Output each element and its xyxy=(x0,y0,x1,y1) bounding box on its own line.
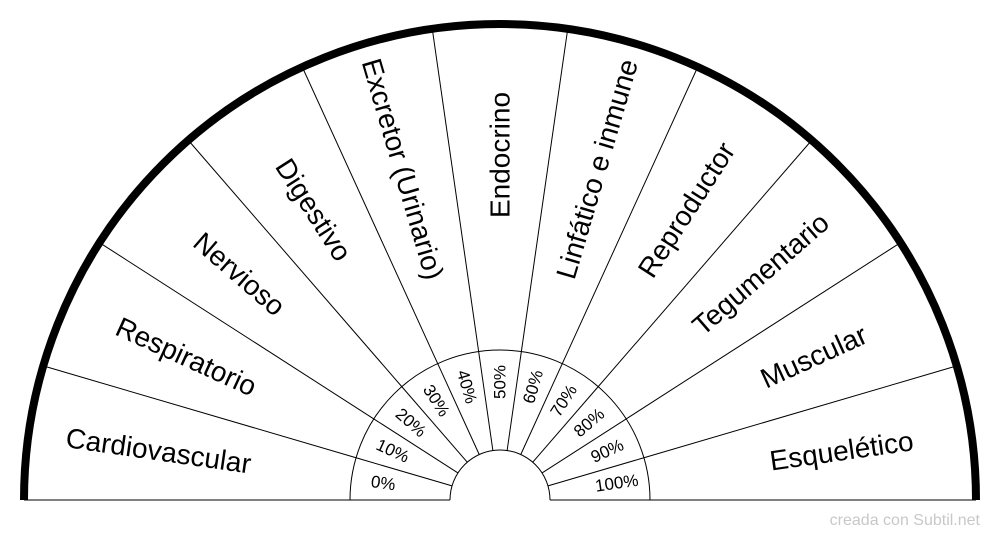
sector-divider xyxy=(625,242,901,420)
sector-label: Linfático e inmune xyxy=(550,56,644,283)
percent-divider xyxy=(478,351,494,451)
sector-label: Esquelético xyxy=(768,425,916,476)
percent-divider xyxy=(547,457,645,487)
percent-divider xyxy=(437,363,480,455)
percent-label: 80% xyxy=(570,404,608,441)
sector-label: Excretor (Urinario) xyxy=(356,55,450,283)
sector-label: Reproductor xyxy=(632,137,741,283)
percent-label: 20% xyxy=(392,404,430,441)
percent-divider xyxy=(541,418,627,474)
percent-divider xyxy=(355,457,453,487)
sector-divider xyxy=(561,66,699,364)
sector-label: Respiratorio xyxy=(111,311,261,402)
percent-label: 0% xyxy=(370,472,397,494)
sector-divider xyxy=(301,66,439,364)
outer-arc xyxy=(20,20,980,501)
percent-label: 100% xyxy=(594,471,640,496)
percent-divider xyxy=(532,386,599,463)
sector-label: Tegumentario xyxy=(686,207,835,342)
percent-label: 50% xyxy=(491,365,510,399)
sector-divider xyxy=(643,365,957,459)
percent-labels: 0%10%20%30% 40% 50% 60% 70%80%90%100% xyxy=(370,365,640,496)
sector-divider xyxy=(99,242,375,420)
percent-divider xyxy=(373,418,459,474)
sector-divider xyxy=(520,28,569,352)
sector-divider xyxy=(597,139,813,387)
hub-arc xyxy=(449,449,551,501)
credit-text: creada con Subtil.net xyxy=(829,512,980,529)
divider-lines xyxy=(24,28,976,501)
sector-divider xyxy=(431,28,480,352)
percent-label: 40% xyxy=(453,368,481,406)
sector-label: Muscular xyxy=(756,319,872,394)
sector-label: Endocrino xyxy=(485,92,516,218)
arcs xyxy=(20,20,980,501)
percent-divider xyxy=(520,363,563,455)
percent-divider xyxy=(506,351,522,451)
sector-divider xyxy=(43,365,357,459)
percent-divider xyxy=(401,386,468,463)
sector-divider xyxy=(187,139,403,387)
sector-label: Cardiovascular xyxy=(64,422,253,479)
percent-label: 60% xyxy=(519,368,547,406)
percent-ring-arc xyxy=(349,349,651,501)
